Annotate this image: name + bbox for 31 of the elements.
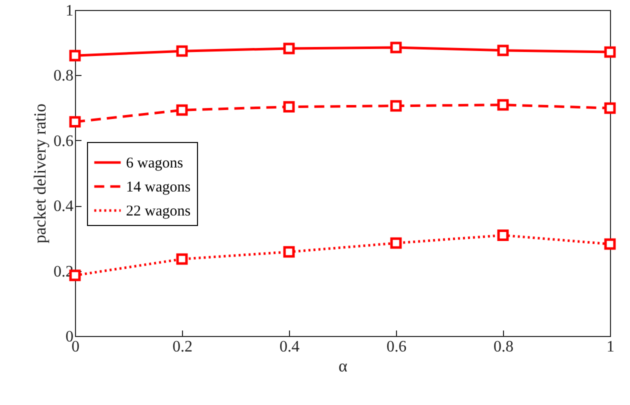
point <box>390 100 402 112</box>
legend-label: 14 wagons <box>126 180 191 196</box>
point <box>69 116 81 128</box>
x-tick-label: 1 <box>606 338 614 356</box>
point <box>283 101 295 113</box>
point <box>283 246 295 258</box>
x-tick-label: 0.6 <box>386 338 406 356</box>
y-tick-label: 1 <box>66 2 74 20</box>
point <box>497 44 509 56</box>
y-tick-label: 0.4 <box>54 198 74 216</box>
point <box>390 237 402 249</box>
point <box>604 238 616 250</box>
point <box>390 42 402 54</box>
point <box>69 50 81 62</box>
point <box>176 253 188 265</box>
y-tick-label: 0.6 <box>54 132 74 150</box>
y-tick-label: 0.8 <box>54 68 74 85</box>
x-tick-label: 0.2 <box>172 338 192 356</box>
point <box>604 102 616 114</box>
legend-label: 6 wagons <box>126 156 184 172</box>
point <box>176 104 188 116</box>
y-axis-title: packet delivery ratio <box>30 104 50 244</box>
x-tick-label: 0.4 <box>280 338 300 356</box>
point <box>283 42 295 54</box>
point <box>176 45 188 57</box>
point <box>497 99 509 111</box>
x-axis-title: α <box>338 356 348 376</box>
x-tick-label: 0.8 <box>494 338 514 356</box>
point <box>604 46 616 58</box>
point <box>497 230 509 241</box>
legend-label: 22 wagons <box>126 204 191 220</box>
